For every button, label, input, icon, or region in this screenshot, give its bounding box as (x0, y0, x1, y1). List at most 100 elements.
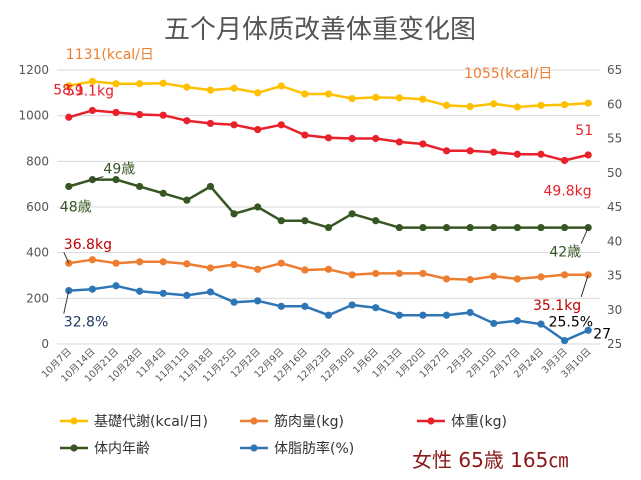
annotation-label: 42歳 (549, 245, 581, 261)
legend-swatch-marker (70, 417, 78, 425)
data-point (537, 273, 545, 281)
data-point (466, 102, 474, 111)
data-point (442, 101, 451, 109)
data-point (301, 302, 309, 310)
annotation-label: 1055(kcal/日 (464, 66, 552, 82)
data-point (395, 311, 403, 319)
data-point (301, 131, 309, 139)
data-point (466, 276, 474, 284)
data-point (88, 285, 97, 293)
data-point (112, 282, 120, 290)
data-point (301, 217, 309, 225)
data-point (112, 259, 120, 267)
data-point (183, 291, 191, 299)
data-point (584, 99, 592, 107)
chart-title: 五个月体质改善体重变化图 (164, 15, 476, 45)
data-point (183, 196, 191, 204)
data-point (112, 108, 120, 117)
annotation-label: 49歳 (103, 162, 135, 178)
data-point (537, 150, 545, 158)
subject-note: 女性 65歳 165㎝ (412, 448, 568, 472)
legend-label: 基礎代謝(kcal/日) (94, 413, 208, 430)
data-point (277, 121, 285, 129)
data-point (112, 80, 120, 88)
legend-swatch-marker (250, 417, 258, 425)
data-point (348, 134, 356, 143)
data-point (513, 150, 521, 158)
data-point (419, 269, 427, 278)
grid (57, 69, 600, 345)
data-point (395, 138, 403, 146)
data-point (324, 311, 333, 319)
legend-label: 筋肉量(kg) (274, 413, 344, 430)
data-point (560, 271, 569, 279)
data-point (324, 223, 333, 232)
data-point (395, 223, 403, 232)
data-point (442, 147, 451, 155)
data-point (513, 103, 521, 111)
data-point (372, 93, 380, 101)
data-point (395, 94, 403, 102)
data-point (584, 223, 592, 232)
data-point (230, 121, 238, 129)
annotation-leader (63, 290, 70, 314)
annotation-label: 25.5% (549, 315, 593, 331)
data-point (136, 258, 144, 266)
right-axis-tick-label: 40 (607, 234, 622, 248)
annotation-leader (63, 251, 70, 264)
legend-swatch-marker (250, 444, 258, 452)
annotation-label: 35.1kg (533, 298, 581, 314)
annotation-label: 32.8% (64, 315, 108, 331)
data-point (348, 301, 356, 309)
data-point (277, 217, 285, 225)
right-axis-tick-label: 60 (607, 97, 622, 111)
data-point (442, 223, 451, 232)
data-point (65, 182, 73, 191)
series-line (68, 178, 589, 229)
data-point (466, 147, 474, 155)
data-point (230, 298, 238, 306)
annotation-label: 49.8kg (544, 183, 592, 199)
data-point (324, 134, 333, 142)
data-point (206, 264, 215, 272)
data-point (372, 134, 380, 143)
data-point (277, 302, 285, 310)
data-point (419, 95, 427, 103)
annotation-leader (580, 227, 589, 244)
x-axis-ticks: 10月7日10月14日10月21日10月28日11月4日11月11日11月18日… (40, 346, 593, 384)
data-point (136, 80, 144, 88)
data-point (419, 140, 427, 148)
left-axis-tick-label: 600 (26, 200, 49, 214)
data-point (183, 117, 191, 125)
data-point (88, 106, 97, 115)
data-point (395, 269, 403, 278)
legend-label: 体脂肪率(%) (274, 440, 354, 457)
data-point (254, 265, 262, 273)
data-point (88, 256, 97, 264)
right-axis-ticks: 25 30 35 40 45 50 55 60 65 (607, 63, 622, 351)
data-point (348, 271, 356, 279)
data-point (159, 189, 167, 197)
right-axis-tick-label: 55 (607, 132, 622, 146)
data-point (348, 210, 356, 218)
left-axis-tick-label: 400 (26, 246, 49, 260)
data-point (490, 100, 498, 108)
legend: 基礎代謝(kcal/日) 筋肉量(kg) 体重(kg) 体内年齢 体脂肪率(%) (60, 413, 507, 457)
data-point (584, 151, 592, 159)
data-point (490, 319, 498, 328)
right-axis-tick-label: 25 (607, 337, 622, 351)
data-point (584, 326, 592, 334)
data-point (230, 84, 238, 92)
annotation-label: 27 (593, 326, 611, 342)
data-point (513, 223, 521, 232)
data-point (419, 223, 427, 232)
left-axis-tick-label: 800 (26, 154, 49, 168)
data-point (301, 90, 309, 98)
legend-label: 体重(kg) (451, 414, 507, 430)
legend-swatch-marker (427, 417, 435, 425)
annotation-label: 59.1kg (66, 83, 114, 99)
data-point (560, 156, 569, 165)
left-axis-tick-label: 1000 (18, 109, 49, 123)
data-point (88, 77, 97, 86)
